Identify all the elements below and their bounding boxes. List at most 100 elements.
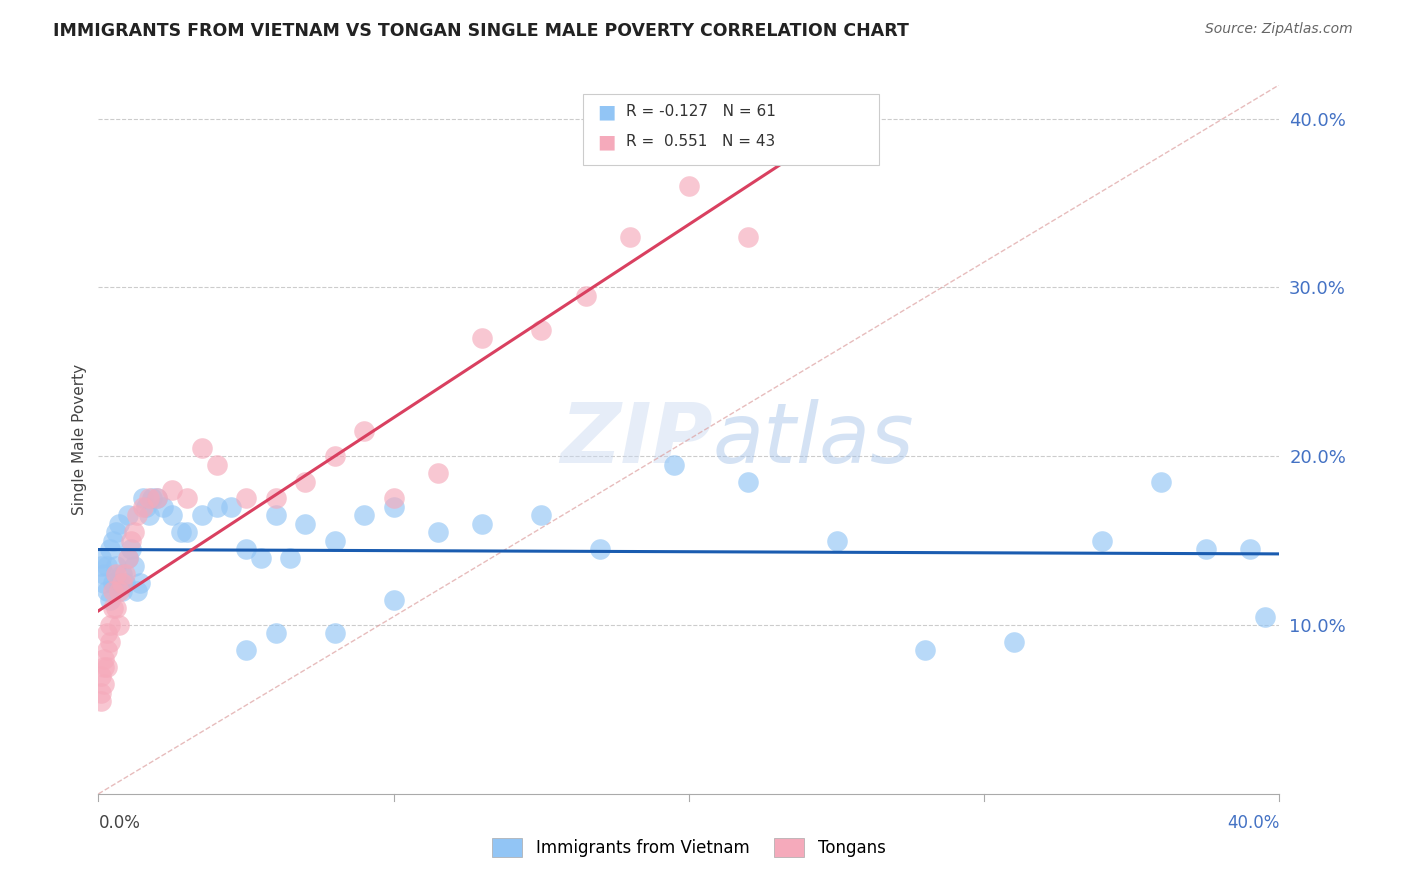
Point [589,542,612,557]
Point [111,567,134,582]
Point [103,601,125,615]
Point [98,618,121,632]
Point [678,179,700,194]
Point [264,508,287,523]
Point [103,575,125,590]
Point [353,424,375,438]
Point [96,558,118,573]
Text: IMMIGRANTS FROM VIETNAM VS TONGAN SINGLE MALE POVERTY CORRELATION CHART: IMMIGRANTS FROM VIETNAM VS TONGAN SINGLE… [53,22,910,40]
Point [117,508,139,523]
Point [323,449,346,463]
Y-axis label: Single Male Poverty: Single Male Poverty [72,364,87,515]
Point [427,525,450,540]
Point [176,525,198,540]
Point [1239,542,1261,557]
Point [96,643,118,657]
Point [93,660,115,674]
Point [294,475,316,489]
Point [90,669,112,683]
Point [108,584,131,599]
Point [353,508,375,523]
Legend: Immigrants from Vietnam, Tongans: Immigrants from Vietnam, Tongans [485,831,893,863]
Point [1091,533,1114,548]
Point [96,584,118,599]
Point [280,550,302,565]
Text: ■: ■ [598,102,616,121]
Point [205,500,228,514]
Point [205,458,228,472]
Point [98,635,121,649]
Point [125,584,148,599]
Point [105,601,128,615]
Point [264,626,287,640]
Point [235,643,257,657]
Point [93,575,115,590]
Point [235,491,257,506]
Text: R = -0.127   N = 61: R = -0.127 N = 61 [626,104,776,119]
Point [264,491,287,506]
Point [176,491,198,506]
Point [108,575,131,590]
Point [235,542,257,557]
Point [152,500,174,514]
Point [162,483,183,497]
Point [170,525,193,540]
Point [98,592,121,607]
Point [138,508,160,523]
Point [427,466,450,480]
Point [146,491,169,506]
Point [382,500,405,514]
Point [1195,542,1218,557]
Point [105,558,128,573]
Point [664,458,686,472]
Point [471,516,494,531]
Point [250,550,273,565]
Point [120,533,142,548]
Point [1002,635,1025,649]
Point [111,584,134,599]
Point [737,229,759,244]
Point [323,533,346,548]
Point [108,516,131,531]
Point [737,475,759,489]
Point [114,567,136,582]
Point [93,677,115,691]
Point [90,558,112,573]
Point [128,575,150,590]
Point [96,626,118,640]
Point [93,652,115,666]
Point [382,491,405,506]
Point [90,694,112,708]
Point [132,500,155,514]
Point [108,618,131,632]
Point [471,331,494,345]
Point [1254,609,1277,624]
Point [138,491,160,506]
Point [96,660,118,674]
Point [619,229,641,244]
Point [114,575,136,590]
Point [191,441,214,455]
Point [323,626,346,640]
Point [105,525,128,540]
Text: R =  0.551   N = 43: R = 0.551 N = 43 [626,135,775,149]
Point [825,533,848,548]
Point [191,508,214,523]
Point [122,558,145,573]
Text: 0.0%: 0.0% [98,814,141,831]
Point [141,491,163,506]
Point [575,289,598,303]
Text: atlas: atlas [713,399,914,480]
Point [117,550,139,565]
Point [111,575,134,590]
Text: 40.0%: 40.0% [1227,814,1279,831]
Point [103,584,125,599]
Point [135,500,157,514]
Point [122,525,145,540]
Text: Source: ZipAtlas.com: Source: ZipAtlas.com [1205,22,1353,37]
Point [93,567,115,582]
Point [530,508,553,523]
Text: ■: ■ [598,132,616,152]
Point [221,500,243,514]
Point [117,550,139,565]
